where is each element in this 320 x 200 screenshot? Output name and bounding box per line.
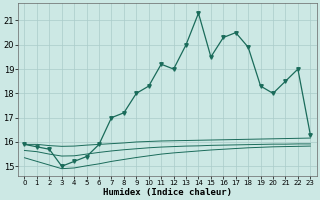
- X-axis label: Humidex (Indice chaleur): Humidex (Indice chaleur): [103, 188, 232, 197]
